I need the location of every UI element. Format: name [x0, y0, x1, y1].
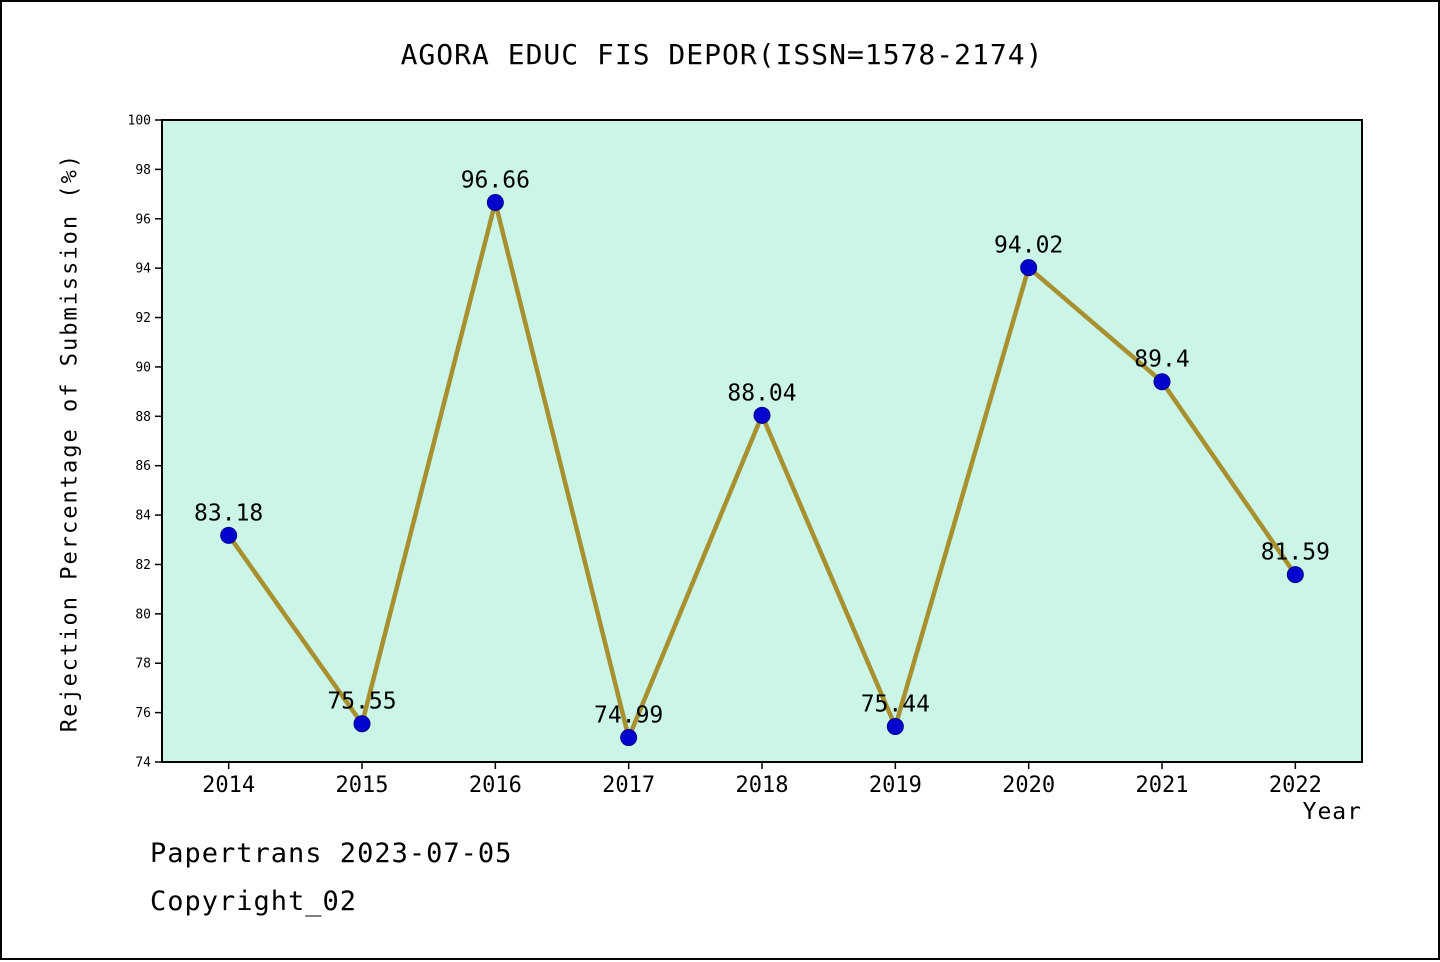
x-tick-label: 2018: [736, 773, 789, 798]
data-point: [353, 715, 371, 733]
data-point-label: 88.04: [727, 380, 796, 406]
y-tick-label: 90: [135, 360, 151, 375]
y-tick-label: 88: [135, 410, 151, 425]
y-tick-label: 80: [135, 607, 151, 622]
data-point: [220, 526, 238, 544]
y-tick-label: 78: [135, 657, 151, 672]
y-tick-label: 92: [135, 311, 151, 326]
data-point-label: 89.4: [1134, 347, 1189, 373]
y-tick-label: 86: [135, 459, 151, 474]
x-tick-label: 2015: [336, 773, 389, 798]
data-points: 83.18 75.55 96.66 74.99 88.04 75.44 94.02 89.4 8…: [194, 167, 1330, 747]
footer-copyright: Copyright_02: [150, 886, 358, 917]
plot-border: [161, 119, 1363, 763]
chart-title: AGORA EDUC FIS DEPOR(ISSN=1578-2174): [400, 38, 1044, 71]
data-point: [753, 406, 771, 424]
data-point-label: 75.55: [327, 689, 396, 715]
x-tick-label: 2021: [1136, 773, 1189, 798]
x-axis-ticks: 2014 2015 2016 2017 2018 2019 2020 2021 2022: [202, 762, 1322, 798]
x-tick-label: 2022: [1269, 773, 1322, 798]
y-tick-label: 98: [135, 163, 151, 178]
data-point: [1153, 373, 1171, 391]
data-point-label: 83.18: [194, 500, 263, 526]
x-tick-label: 2020: [1002, 773, 1055, 798]
data-point: [620, 729, 638, 747]
x-tick-label: 2016: [469, 773, 522, 798]
y-tick-label: 84: [135, 509, 151, 524]
data-point: [886, 717, 904, 735]
plot-area: [162, 120, 1362, 762]
data-point-label: 75.44: [861, 691, 930, 717]
data-point-label: 74.99: [594, 703, 663, 729]
y-tick-label: 100: [128, 114, 151, 129]
y-tick-label: 76: [135, 706, 151, 721]
y-axis-ticks: 74 76 78 80 82 84 86 88 90 92 94 96 98 100: [128, 114, 162, 771]
footer-source-date: Papertrans 2023-07-05: [150, 838, 513, 869]
data-point: [1286, 566, 1304, 584]
y-tick-label: 94: [135, 262, 151, 277]
x-tick-label: 2017: [602, 773, 655, 798]
x-axis-label: Year: [1302, 799, 1362, 825]
data-point-label: 94.02: [994, 233, 1063, 259]
data-point: [486, 193, 504, 211]
y-tick-label: 74: [135, 756, 151, 771]
x-tick-label: 2014: [202, 773, 255, 798]
y-tick-label: 96: [135, 212, 151, 227]
data-point-label: 81.59: [1261, 540, 1330, 566]
x-tick-label: 2019: [869, 773, 922, 798]
data-point-label: 96.66: [461, 167, 530, 193]
data-point: [1020, 259, 1038, 277]
y-tick-label: 82: [135, 558, 151, 573]
